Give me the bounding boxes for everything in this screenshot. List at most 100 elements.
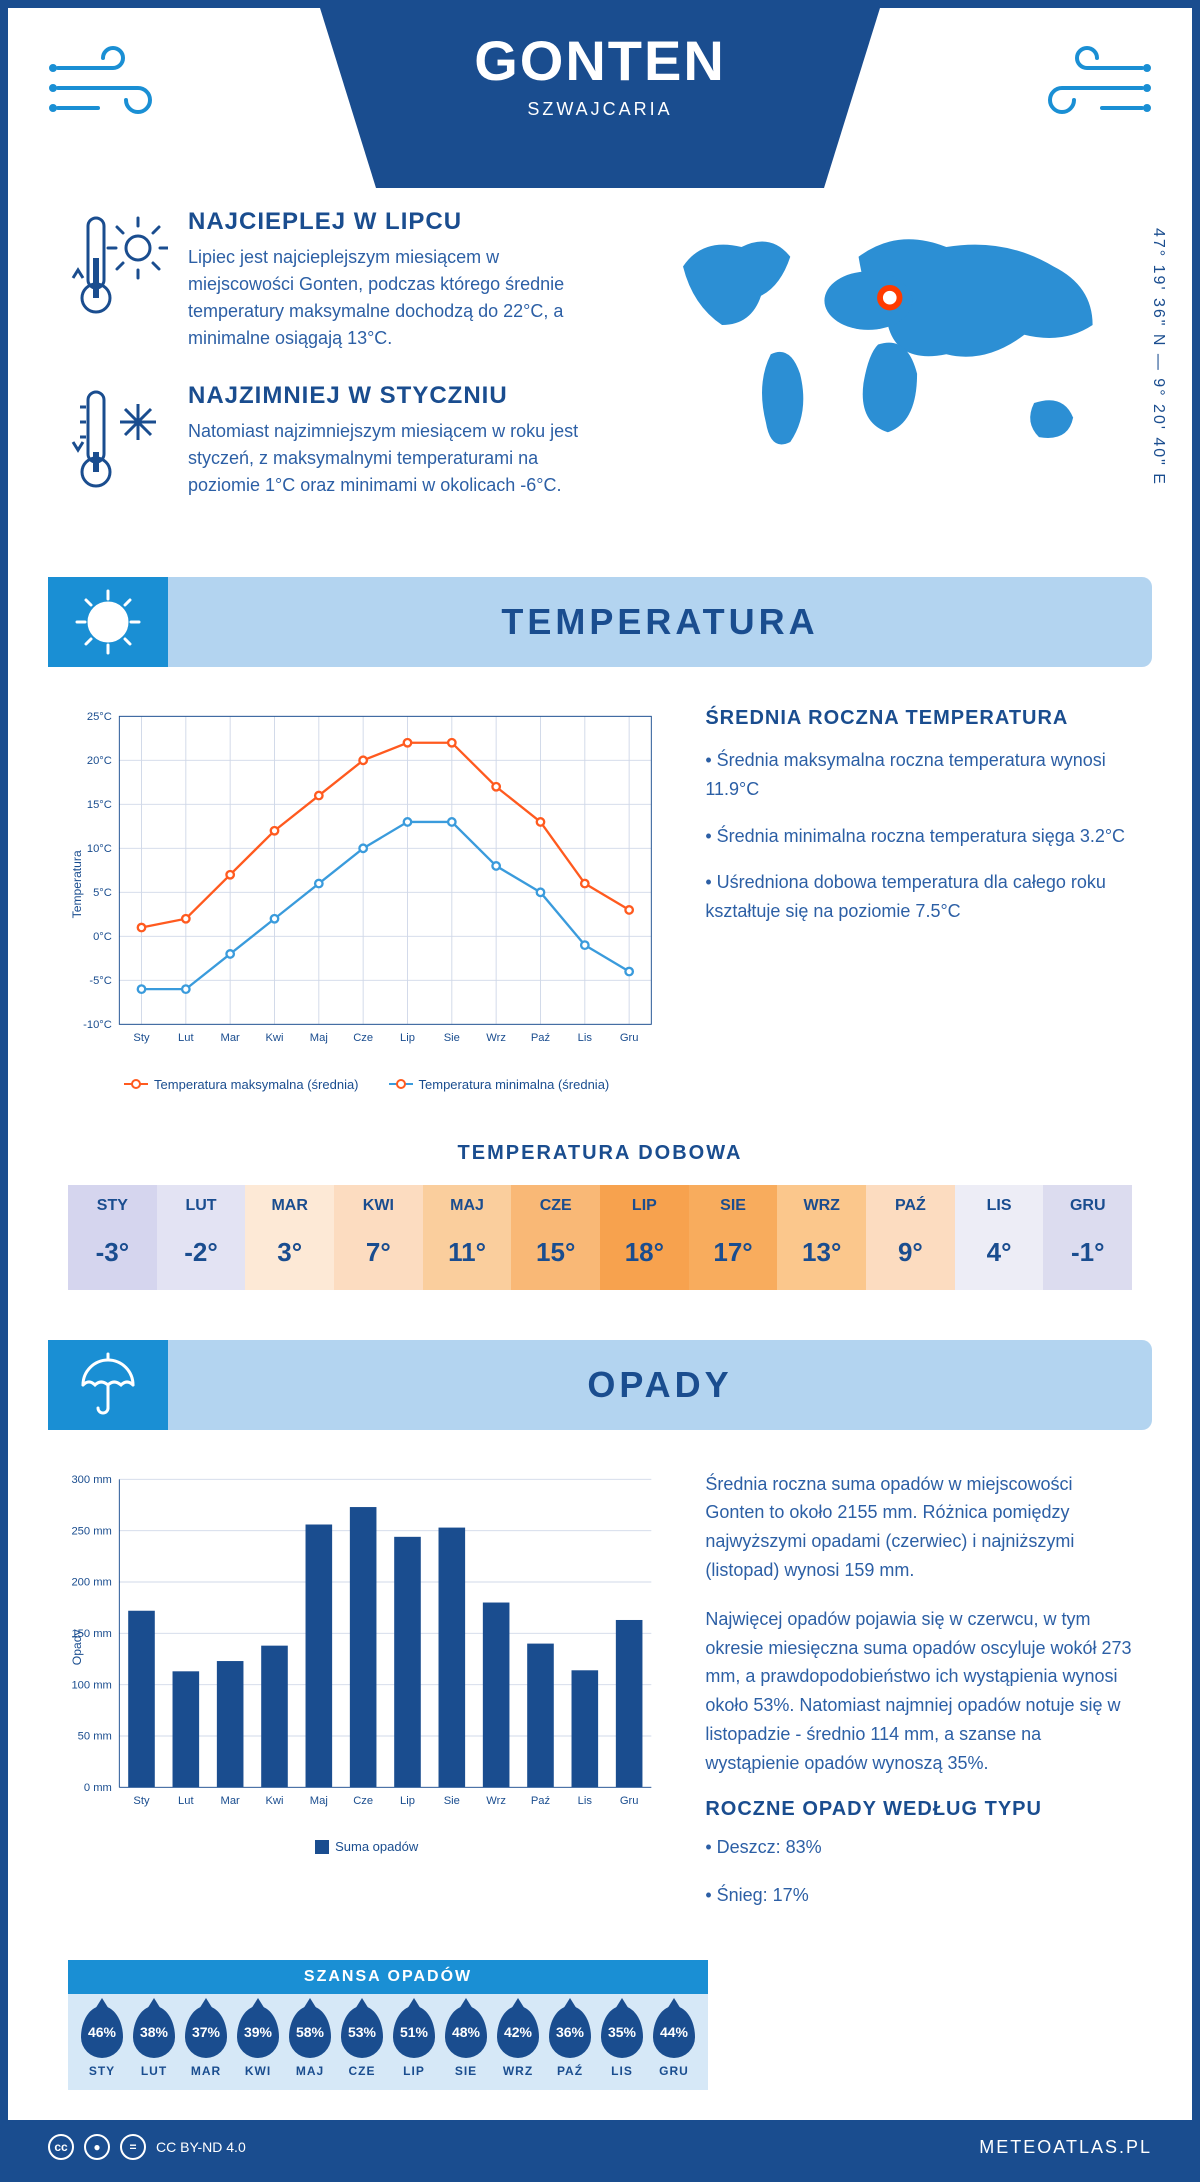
section-precipitation-header: OPADY — [48, 1340, 1152, 1430]
daily-month: LUT — [157, 1197, 246, 1215]
chance-month: WRZ — [497, 2064, 539, 2078]
svg-text:Lip: Lip — [400, 1032, 415, 1044]
svg-text:Sie: Sie — [444, 1032, 460, 1044]
chance-drop: 48% SIE — [445, 2006, 487, 2078]
world-map — [644, 208, 1132, 486]
footer: cc ● = CC BY-ND 4.0 METEOATLAS.PL — [8, 2120, 1192, 2174]
fact-warmest-title: NAJCIEPLEJ W LIPCU — [188, 208, 604, 236]
svg-text:Paź: Paź — [531, 1795, 551, 1807]
precipitation-chance-box: SZANSA OPADÓW 46%STY38%LUT37%MAR39%KWI58… — [68, 1960, 708, 2090]
section-temperature-title: TEMPERATURA — [168, 601, 1152, 643]
license-text: CC BY-ND 4.0 — [156, 2139, 246, 2155]
svg-text:10°C: 10°C — [87, 843, 112, 855]
precip-type-bullet: • Deszcz: 83% — [705, 1833, 1132, 1862]
chance-month: CZE — [341, 2064, 383, 2078]
raindrop-icon: 58% — [289, 2006, 331, 2058]
daily-temperature-table: STY-3°LUT-2°MAR3°KWI7°MAJ11°CZE15°LIP18°… — [68, 1185, 1132, 1290]
daily-cell: KWI7° — [334, 1185, 423, 1290]
temperature-bullet: • Średnia maksymalna roczna temperatura … — [705, 746, 1132, 804]
title-banner: GONTEN SZWAJCARIA — [320, 8, 880, 188]
header: GONTEN SZWAJCARIA — [8, 8, 1192, 188]
precipitation-summary: Średnia roczna suma opadów w miejscowośc… — [705, 1470, 1132, 1931]
daily-cell: MAJ 11° — [423, 1185, 512, 1290]
chance-drop: 44% GRU — [653, 2006, 695, 2078]
svg-text:Cze: Cze — [353, 1032, 373, 1044]
raindrop-icon: 48% — [445, 2006, 487, 2058]
chance-drop: 36%PAŹ — [549, 2006, 591, 2078]
temperature-chart-legend: .lsw:nth-child(1)::after{border-color:#f… — [68, 1077, 665, 1092]
svg-text:Kwi: Kwi — [265, 1032, 283, 1044]
daily-value: 18° — [600, 1227, 689, 1278]
daily-month: MAJ — [423, 1197, 512, 1215]
chance-month: GRU — [653, 2064, 695, 2078]
fact-coldest-title: NAJZIMNIEJ W STYCZNIU — [188, 382, 604, 410]
chance-drop: 46%STY — [81, 2006, 123, 2078]
daily-month: WRZ — [777, 1197, 866, 1215]
raindrop-icon: 46% — [81, 2006, 123, 2058]
svg-text:Wrz: Wrz — [486, 1795, 506, 1807]
svg-text:0°C: 0°C — [93, 931, 112, 943]
daily-month: KWI — [334, 1197, 423, 1215]
daily-cell: LUT-2° — [157, 1185, 246, 1290]
daily-value: 4° — [955, 1227, 1044, 1278]
svg-text:Lis: Lis — [578, 1795, 593, 1807]
daily-value: -1° — [1043, 1227, 1132, 1278]
chance-month: SIE — [445, 2064, 487, 2078]
chance-month: LIS — [601, 2064, 643, 2078]
svg-text:Paź: Paź — [531, 1032, 551, 1044]
daily-value: 17° — [689, 1227, 778, 1278]
svg-text:250 mm: 250 mm — [71, 1525, 111, 1537]
daily-value: 11° — [423, 1227, 512, 1278]
raindrop-icon: 51% — [393, 2006, 435, 2058]
fact-coldest: NAJZIMNIEJ W STYCZNIU Natomiast najzimni… — [68, 382, 604, 507]
chance-month: MAR — [185, 2064, 227, 2078]
section-temperature-header: TEMPERATURA — [48, 577, 1152, 667]
svg-text:0 mm: 0 mm — [84, 1782, 112, 1794]
daily-month: LIS — [955, 1197, 1044, 1215]
chance-drop: 42%WRZ — [497, 2006, 539, 2078]
chance-drop: 39%KWI — [237, 2006, 279, 2078]
precipitation-chance-title: SZANSA OPADÓW — [68, 1960, 708, 1994]
fact-warmest: NAJCIEPLEJ W LIPCU Lipiec jest najcieple… — [68, 208, 604, 352]
coordinates: 47° 19' 36" N — 9° 20' 40" E — [1149, 228, 1167, 486]
chance-drop: 35%LIS — [601, 2006, 643, 2078]
svg-text:100 mm: 100 mm — [71, 1679, 111, 1691]
chance-drop: 58%MAJ — [289, 2006, 331, 2078]
sun-icon — [48, 577, 168, 667]
svg-text:50 mm: 50 mm — [78, 1730, 112, 1742]
daily-month: CZE — [511, 1197, 600, 1215]
svg-text:15°C: 15°C — [87, 799, 112, 811]
svg-text:-10°C: -10°C — [83, 1019, 112, 1031]
legend-max: Temperatura maksymalna (średnia) — [154, 1077, 358, 1092]
svg-text:Kwi: Kwi — [265, 1795, 283, 1807]
daily-month: SIE — [689, 1197, 778, 1215]
svg-text:Lip: Lip — [400, 1795, 415, 1807]
daily-value: 3° — [245, 1227, 334, 1278]
svg-text:Gru: Gru — [620, 1032, 639, 1044]
legend-precip: Suma opadów — [335, 1839, 418, 1854]
svg-text:Wrz: Wrz — [486, 1032, 506, 1044]
daily-value: 9° — [866, 1227, 955, 1278]
precipitation-chart-legend: Suma opadów — [68, 1839, 665, 1854]
svg-text:Gru: Gru — [620, 1795, 639, 1807]
daily-month: STY — [68, 1197, 157, 1215]
temperature-bullet: • Uśredniona dobowa temperatura dla całe… — [705, 868, 1132, 926]
svg-text:Opady: Opady — [70, 1628, 84, 1665]
daily-value: 13° — [777, 1227, 866, 1278]
svg-text:Maj: Maj — [310, 1032, 328, 1044]
chance-drop: 38%LUT — [133, 2006, 175, 2078]
daily-cell: LIS 4° — [955, 1185, 1044, 1290]
daily-month: PAŹ — [866, 1197, 955, 1215]
daily-cell: PAŹ 9° — [866, 1185, 955, 1290]
svg-text:Temperatura: Temperatura — [70, 850, 84, 918]
svg-text:Maj: Maj — [310, 1795, 328, 1807]
temperature-summary-title: ŚREDNIA ROCZNA TEMPERATURA — [705, 707, 1132, 730]
svg-text:Lut: Lut — [178, 1795, 194, 1807]
thermometer-cold-icon — [68, 382, 168, 507]
daily-cell: WRZ 13° — [777, 1185, 866, 1290]
daily-cell: MAR3° — [245, 1185, 334, 1290]
precip-type-bullet: • Śnieg: 17% — [705, 1881, 1132, 1910]
svg-text:5°C: 5°C — [93, 887, 112, 899]
daily-value: 15° — [511, 1227, 600, 1278]
raindrop-icon: 44% — [653, 2006, 695, 2058]
